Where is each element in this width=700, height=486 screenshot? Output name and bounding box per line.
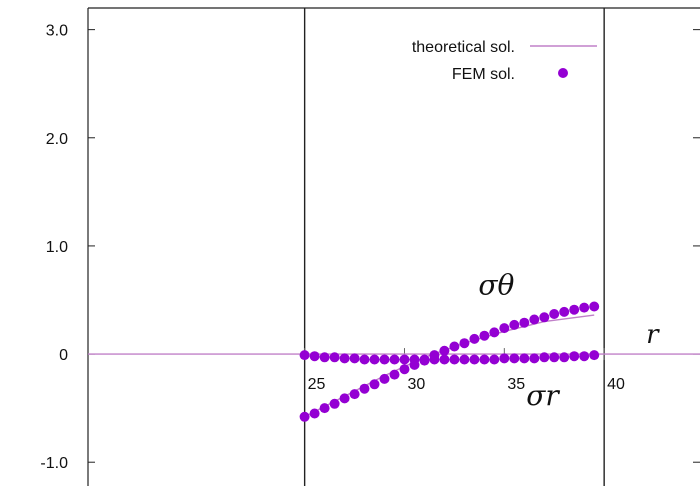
fem-point-sigma-theta (499, 323, 510, 334)
fem-point-sigma-r (509, 353, 520, 364)
fem-point-sigma-theta (299, 411, 310, 422)
axes-group (87, 7, 700, 486)
fem-point-sigma-theta (399, 364, 410, 375)
fem-point-sigma-theta (339, 393, 350, 404)
fem-point-sigma-r (519, 353, 530, 364)
legend-label-theory: theoretical sol. (412, 39, 515, 56)
fem-point-sigma-theta (459, 338, 470, 349)
fem-point-sigma-theta (369, 379, 380, 390)
fem-point-sigma-theta (509, 319, 520, 330)
fem-point-sigma-theta (569, 304, 580, 315)
fem-point-sigma-theta (319, 403, 330, 414)
r-axis-label: r (646, 320, 660, 350)
fem-point-sigma-r (469, 354, 480, 365)
fem-point-sigma-theta (329, 398, 340, 409)
fem-point-sigma-theta (579, 302, 590, 313)
fem-point-sigma-r (459, 354, 470, 365)
fem-point-sigma-r (529, 353, 540, 364)
fem-point-sigma-theta (489, 327, 500, 338)
fem-point-sigma-r (409, 354, 420, 365)
fem-point-sigma-theta (559, 306, 570, 317)
fem-point-sigma-theta (519, 317, 530, 328)
fem-point-sigma-r (499, 353, 510, 364)
fem-point-sigma-r (339, 353, 350, 364)
fem-point-sigma-r (429, 354, 440, 365)
fem-point-sigma-theta (469, 333, 480, 344)
fem-point-sigma-r (319, 352, 330, 363)
sigma-r-label: σr (526, 379, 560, 412)
fem-point-sigma-theta (349, 389, 360, 400)
fem-point-sigma-r (579, 351, 590, 362)
fem-point-sigma-theta (359, 383, 370, 394)
fem-point-sigma-theta (389, 369, 400, 380)
fem-point-sigma-r (449, 354, 460, 365)
legend-swatch-fem (558, 68, 568, 78)
fem-point-sigma-r (399, 354, 410, 365)
y-tick-label: 2.0 (46, 131, 68, 148)
fem-point-sigma-r (559, 352, 570, 363)
legend: theoretical sol. FEM sol. (412, 39, 597, 83)
fem-point-sigma-theta (379, 373, 390, 384)
tick-group: 3.0 2.0 1.0 0 -1.0 25 30 35 40 (40, 23, 700, 472)
fem-point-sigma-r (489, 354, 500, 365)
fem-point-sigma-r (539, 352, 550, 363)
fem-point-sigma-theta (309, 408, 320, 419)
fem-point-sigma-theta (539, 312, 550, 323)
y-tick-label: 0 (59, 347, 68, 364)
fem-point-sigma-theta (449, 341, 460, 352)
fem-point-sigma-theta (589, 301, 600, 312)
fem-point-sigma-r (369, 354, 380, 365)
fem-point-sigma-r (359, 354, 370, 365)
x-tick-label: 40 (607, 376, 625, 393)
fem-point-sigma-r (349, 353, 360, 364)
fem-point-sigma-r (589, 350, 600, 361)
fem-point-sigma-r (419, 354, 430, 365)
fem-point-sigma-theta (529, 314, 540, 325)
fem-point-sigma-r (379, 354, 390, 365)
fem-points-group (299, 301, 600, 422)
fem-point-sigma-r (549, 352, 560, 363)
fem-point-sigma-r (389, 354, 400, 365)
legend-label-fem: FEM sol. (452, 66, 515, 83)
y-tick-label: -1.0 (40, 455, 68, 472)
y-tick-label: 1.0 (46, 239, 68, 256)
annotations-group: σθ σr r (478, 269, 660, 412)
fem-point-sigma-theta (439, 345, 450, 356)
y-tick-label: 3.0 (46, 23, 68, 40)
fem-point-sigma-r (299, 350, 310, 361)
fem-point-sigma-r (569, 351, 580, 362)
sigma-theta-label: σθ (478, 269, 514, 302)
fem-point-sigma-theta (479, 330, 490, 341)
x-tick-label: 35 (507, 376, 525, 393)
fem-point-sigma-r (479, 354, 490, 365)
fem-point-sigma-theta (549, 309, 560, 319)
fem-point-sigma-r (439, 354, 450, 365)
x-tick-label: 25 (308, 376, 326, 393)
fem-point-sigma-r (329, 352, 340, 363)
x-tick-label: 30 (407, 376, 425, 393)
fem-point-sigma-r (309, 351, 320, 362)
